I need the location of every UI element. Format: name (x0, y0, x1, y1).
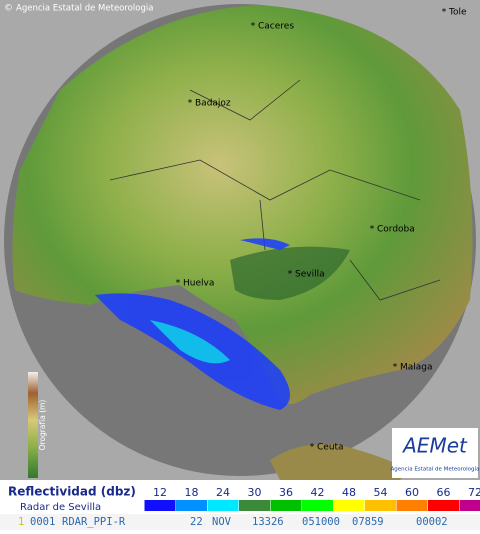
city-label: Cordoba (377, 225, 415, 235)
city-marker: * (370, 225, 375, 235)
status-field: RDAR_PPI-R (62, 516, 126, 528)
legend-swatch (334, 500, 365, 511)
legend-value: 24 (216, 486, 230, 499)
orography-bar (28, 372, 38, 478)
legend-value: 36 (279, 486, 293, 499)
city-label: Caceres (258, 22, 294, 32)
city-marker: * (310, 443, 315, 453)
legend-swatch (365, 500, 396, 511)
legend-swatch (208, 500, 239, 511)
legend-swatch (460, 500, 480, 511)
city-marker: * (176, 279, 181, 289)
legend-swatch (428, 500, 459, 511)
city-label: Huelva (183, 279, 214, 289)
copyright-symbol: © (4, 4, 13, 14)
legend-swatch (397, 500, 428, 511)
city-marker: * (251, 22, 256, 32)
city-marker: * (288, 270, 293, 280)
status-field: 0001 (30, 516, 55, 528)
legend-value: 54 (374, 486, 388, 499)
legend-swatch (176, 500, 207, 511)
legend-title: Reflectividad (dbz) (8, 485, 136, 499)
status-field: 1 (18, 516, 24, 528)
legend-value: 12 (153, 486, 167, 499)
legend-value: 18 (185, 486, 199, 499)
legend-subtitle: Radar de Sevilla (20, 502, 101, 513)
city-label: Badajoz (195, 99, 231, 109)
legend-swatch (302, 500, 333, 511)
logo: AEMet (401, 434, 468, 458)
logo-subtitle: Agencia Estatal de Meteorología (391, 466, 480, 473)
city-label: Ceuta (317, 443, 344, 453)
city-marker: * (393, 363, 398, 373)
legend-value: 48 (342, 486, 356, 499)
status-field: 13326 (252, 516, 284, 528)
city-label: Sevilla (295, 270, 325, 280)
status-field: 07859 (352, 516, 384, 528)
legend-swatch (271, 500, 302, 511)
status-field: 00002 (416, 516, 448, 528)
orography-title: Orografía (m) (38, 400, 47, 451)
city-label: Malaga (400, 363, 433, 373)
status-field: 051000 (302, 516, 340, 528)
status-field: 22 (190, 516, 203, 528)
city-label: Tole (448, 8, 467, 18)
legend-value: 60 (405, 486, 419, 499)
legend-swatch (239, 500, 270, 511)
legend-value: 72 (468, 486, 480, 499)
legend-value: 30 (248, 486, 262, 499)
legend-swatch (145, 500, 176, 511)
copyright: Agencia Estatal de Meteorologia (16, 4, 153, 14)
legend-value: 42 (311, 486, 325, 499)
city-marker: * (442, 8, 447, 18)
legend-value: 66 (437, 486, 451, 499)
status-field: NOV (212, 516, 232, 528)
city-marker: * (188, 99, 193, 109)
